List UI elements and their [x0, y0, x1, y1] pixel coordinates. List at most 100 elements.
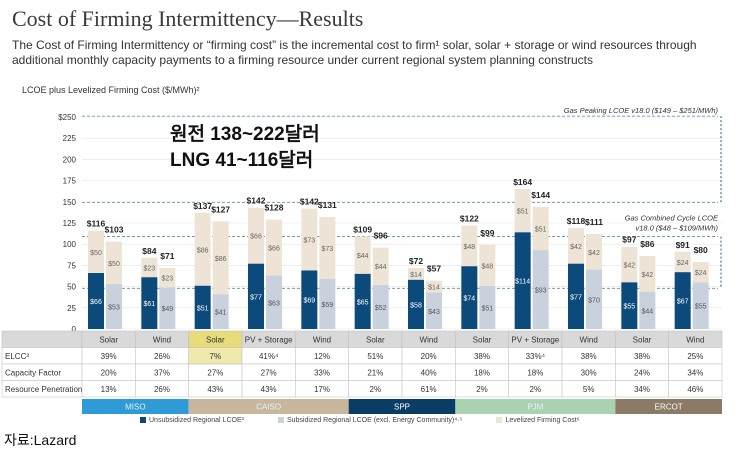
- subsidized-lcoe-bar: [319, 278, 336, 329]
- lcoe-value-label: $49: [161, 306, 173, 313]
- firming-cost-bar: [479, 245, 496, 286]
- table-cell-value: 12%: [314, 352, 330, 361]
- total-value-label: $72: [409, 256, 423, 266]
- unsubsidized-lcoe-bar: [141, 277, 158, 329]
- category-label: Wind: [580, 336, 598, 345]
- total-value-label: $91: [676, 240, 690, 250]
- unsubsidized-lcoe-bar: [248, 263, 264, 329]
- firming-value-label: $86: [215, 256, 227, 263]
- y-tick-label: 75: [67, 261, 76, 270]
- chart-legend: Unsubsidized Regional LCOE³ Subsidized R…: [140, 417, 580, 424]
- total-value-label: $111: [585, 217, 603, 227]
- total-value-label: $131: [318, 200, 337, 210]
- lcoe-value-label: $66: [90, 299, 102, 306]
- subsidized-lcoe-bar: [372, 284, 389, 329]
- legend-swatch: [277, 417, 284, 423]
- table-cell-value: 24%: [634, 369, 650, 378]
- firming-cost-bar: [514, 189, 531, 233]
- y-tick-label: 150: [63, 198, 77, 207]
- firming-cost-bar: [532, 206, 549, 251]
- subsidized-lcoe-bar: [106, 284, 122, 329]
- region-band-ercot: [615, 399, 722, 414]
- firming-cost-bar: [674, 251, 691, 273]
- table-cell-value: 7%: [210, 352, 222, 361]
- table-cell-value: 18%: [527, 369, 543, 378]
- table-cell-value: 5%: [583, 385, 595, 394]
- subsidized-lcoe-bar: [692, 282, 709, 329]
- table-cell-value: 40%: [421, 369, 437, 378]
- lcoe-value-label: $51: [481, 305, 493, 312]
- firming-cost-bar: [408, 267, 424, 280]
- total-value-label: $118: [567, 216, 586, 226]
- category-label: Solar: [99, 336, 118, 345]
- total-value-label: $57: [427, 264, 441, 274]
- firming-cost-bar: [141, 257, 158, 278]
- total-value-label: $128: [265, 203, 284, 213]
- total-value-label: $142: [247, 196, 266, 206]
- table-cell-value: 21%: [367, 369, 383, 378]
- table-row-label: Resource Penetration: [5, 385, 82, 394]
- gas-cc-label-line-2: v18.0 ($48 – $109/MWh): [635, 224, 718, 233]
- lcoe-value-label: $65: [357, 299, 369, 306]
- lcoe-value-label: $55: [623, 304, 635, 311]
- lcoe-value-label: $43: [428, 309, 440, 316]
- category-label: Solar: [366, 336, 385, 345]
- table-cell-value: 26%: [154, 352, 170, 361]
- firming-cost-bar: [354, 236, 371, 274]
- unsubsidized-lcoe-bar: [674, 272, 691, 329]
- firming-cost-bar: [586, 234, 602, 270]
- table-cell-value: 37%: [154, 369, 170, 378]
- total-value-label: $142: [300, 197, 319, 207]
- lcoe-value-label: $63: [268, 300, 280, 307]
- y-tick-label: $250: [58, 113, 76, 122]
- unsubsidized-lcoe-bar: [408, 279, 424, 329]
- y-tick-label: 50: [67, 283, 76, 292]
- firming-value-label: $24: [677, 260, 689, 267]
- legend-label: Subsidized Regional LCOE (excl. Energy C…: [286, 417, 463, 424]
- korean-overlay-line-1: 원전 138~222달러: [170, 124, 320, 145]
- category-label: Solar: [633, 336, 652, 345]
- lcoe-value-label: $61: [143, 301, 155, 308]
- total-value-label: $164: [513, 177, 532, 187]
- table-cell-value: 2%: [530, 385, 542, 394]
- total-value-label: $86: [640, 239, 654, 249]
- firming-value-label: $51: [517, 209, 529, 216]
- unsubsidized-lcoe-bar: [354, 273, 371, 329]
- table-cell-value: 34%: [634, 385, 650, 394]
- firming-value-label: $73: [321, 246, 333, 253]
- lcoe-value-label: $70: [588, 297, 600, 304]
- unsubsidized-lcoe-bar: [194, 285, 211, 329]
- table-cell-value: 13%: [101, 385, 117, 394]
- table-cell-value: 61%: [421, 385, 437, 394]
- y-tick-label: 175: [63, 177, 77, 186]
- firming-value-label: $14: [428, 285, 440, 292]
- firming-value-label: $44: [357, 253, 369, 260]
- firming-cost-bar: [248, 207, 264, 264]
- table-row-label: ELCC³: [5, 352, 29, 361]
- gas-peaking-label: Gas Peaking LCOE v18.0 ($149 – $251/MWh): [564, 106, 719, 115]
- legend-item-unsubsidized: Unsubsidized Regional LCOE³: [140, 417, 244, 424]
- region-label: ERCOT: [655, 403, 683, 412]
- subsidized-lcoe-bar: [532, 250, 549, 329]
- legend-swatch: [496, 417, 503, 423]
- y-tick-label: 0: [72, 325, 77, 334]
- y-tick-label: 100: [63, 240, 77, 249]
- lcoe-value-label: $52: [375, 305, 387, 312]
- legend-label: Unsubsidized Regional LCOE³: [149, 417, 244, 424]
- total-value-label: $97: [622, 235, 636, 245]
- lcoe-value-label: $44: [641, 308, 653, 315]
- lcoe-value-label: $59: [321, 302, 333, 309]
- unsubsidized-lcoe-bar: [514, 232, 531, 329]
- table-cell-value: 38%: [581, 352, 597, 361]
- total-value-label: $116: [87, 219, 106, 229]
- firming-value-label: $66: [268, 246, 280, 253]
- unsubsidized-lcoe-bar: [301, 270, 318, 329]
- lcoe-value-label: $41: [215, 310, 227, 317]
- subsidized-lcoe-bar: [266, 275, 282, 329]
- firming-cost-bar: [212, 221, 229, 295]
- table-cell-value: 34%: [687, 369, 703, 378]
- total-value-label: $103: [105, 225, 124, 235]
- gas-cc-label-line-1: Gas Combined Cycle LCOE: [625, 214, 719, 223]
- table-cell-value: 18%: [474, 369, 490, 378]
- total-value-label: $99: [480, 228, 494, 238]
